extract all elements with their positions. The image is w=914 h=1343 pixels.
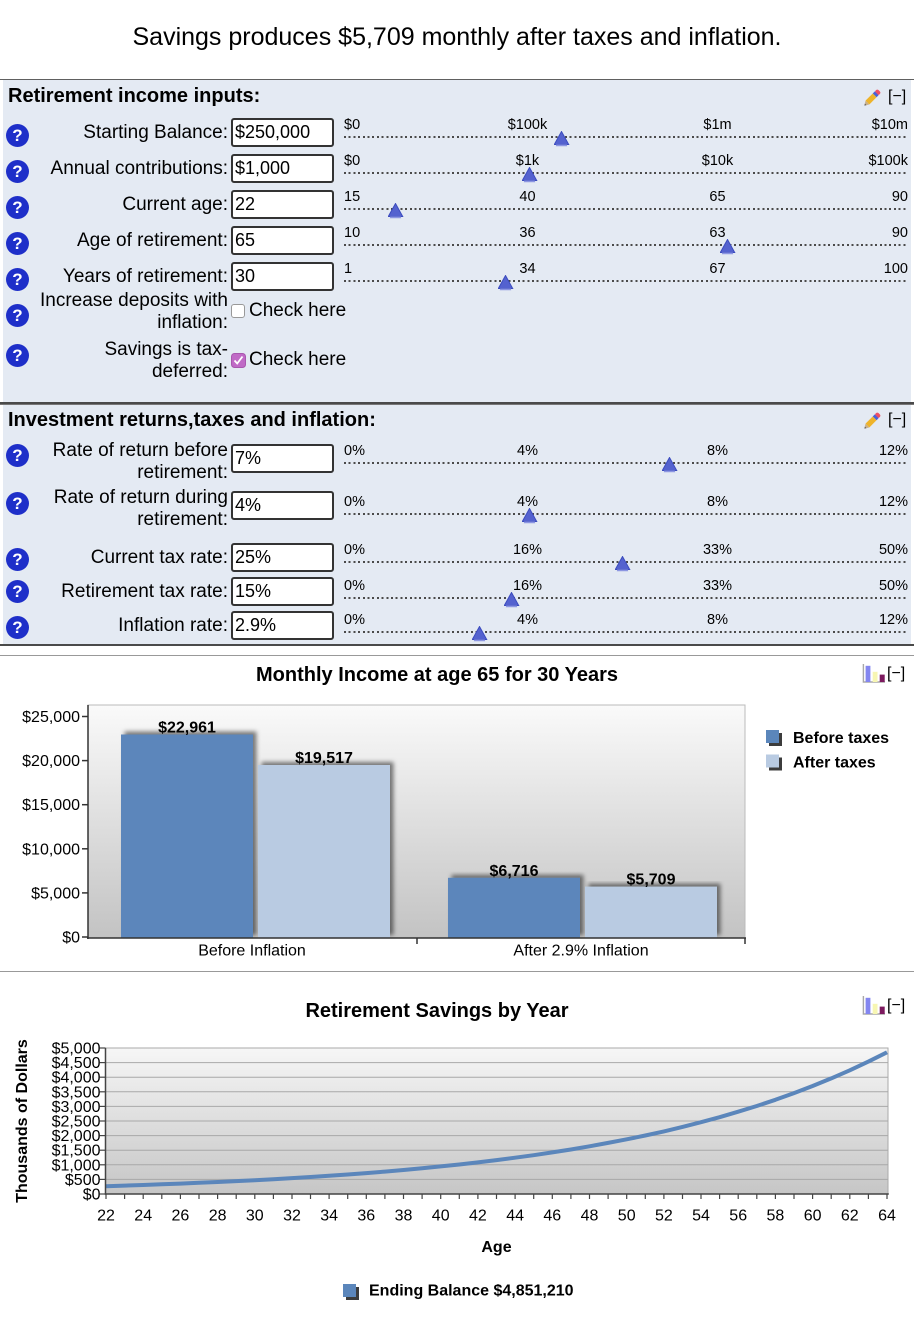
svg-text:60: 60	[804, 1208, 822, 1225]
svg-text:$5,000: $5,000	[52, 1041, 101, 1058]
svg-text:$10,000: $10,000	[22, 841, 80, 858]
svg-text:34: 34	[320, 1208, 338, 1225]
svg-text:Ending Balance $4,851,210: Ending Balance $4,851,210	[369, 1283, 574, 1300]
svg-text:$25,000: $25,000	[22, 709, 80, 726]
svg-text:$2,000: $2,000	[52, 1128, 101, 1145]
svg-text:$0: $0	[62, 930, 80, 947]
svg-text:38: 38	[395, 1208, 413, 1225]
svg-text:58: 58	[767, 1208, 785, 1225]
svg-text:56: 56	[729, 1208, 747, 1225]
svg-text:40: 40	[432, 1208, 450, 1225]
svg-text:26: 26	[172, 1208, 190, 1225]
svg-text:$0: $0	[83, 1187, 101, 1204]
svg-text:$1,500: $1,500	[52, 1143, 101, 1160]
svg-text:Before taxes: Before taxes	[793, 730, 889, 747]
svg-text:50: 50	[618, 1208, 636, 1225]
svg-text:After 2.9% Inflation: After 2.9% Inflation	[513, 943, 648, 960]
svg-text:$3,000: $3,000	[52, 1099, 101, 1116]
svg-text:$15,000: $15,000	[22, 797, 80, 814]
svg-text:64: 64	[878, 1208, 896, 1225]
svg-text:46: 46	[543, 1208, 561, 1225]
svg-text:62: 62	[841, 1208, 859, 1225]
svg-text:Before Inflation: Before Inflation	[198, 943, 306, 960]
svg-text:42: 42	[469, 1208, 487, 1225]
svg-text:22: 22	[97, 1208, 115, 1225]
svg-text:$20,000: $20,000	[22, 753, 80, 770]
svg-text:Thousands of Dollars: Thousands of Dollars	[14, 1039, 31, 1203]
svg-text:$22,961: $22,961	[158, 720, 216, 737]
svg-text:28: 28	[209, 1208, 227, 1225]
svg-text:$1,000: $1,000	[52, 1157, 101, 1174]
svg-text:$5,000: $5,000	[31, 885, 80, 902]
svg-text:36: 36	[357, 1208, 375, 1225]
svg-text:$4,000: $4,000	[52, 1070, 101, 1087]
svg-text:After taxes: After taxes	[793, 755, 876, 772]
svg-text:32: 32	[283, 1208, 301, 1225]
svg-text:44: 44	[506, 1208, 524, 1225]
svg-text:52: 52	[655, 1208, 673, 1225]
svg-text:$2,500: $2,500	[52, 1114, 101, 1131]
svg-text:$19,517: $19,517	[295, 750, 353, 767]
svg-text:30: 30	[246, 1208, 264, 1225]
svg-text:54: 54	[692, 1208, 710, 1225]
svg-text:$6,716: $6,716	[490, 863, 539, 880]
svg-text:Age: Age	[481, 1239, 511, 1256]
svg-text:24: 24	[134, 1208, 152, 1225]
svg-text:$4,500: $4,500	[52, 1055, 101, 1072]
svg-text:$3,500: $3,500	[52, 1084, 101, 1101]
svg-text:$5,709: $5,709	[627, 872, 676, 889]
svg-text:48: 48	[581, 1208, 599, 1225]
svg-text:$500: $500	[65, 1172, 101, 1189]
